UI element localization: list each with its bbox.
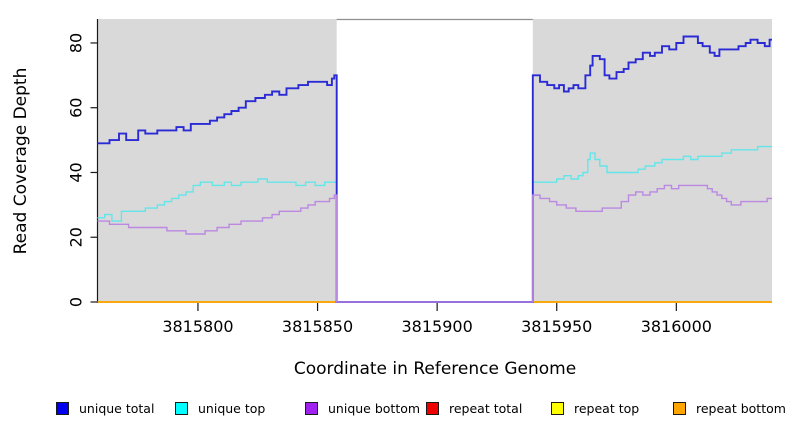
x-tick-label: 3815900 xyxy=(402,317,473,336)
legend: unique total unique top unique bottom repea… xyxy=(0,398,792,422)
legend-label: unique total xyxy=(79,400,155,416)
series-unique-total xyxy=(97,35,772,303)
x-axis-label: Coordinate in Reference Genome xyxy=(293,359,577,379)
legend-swatch-repeat-total xyxy=(426,401,439,415)
legend-label: repeat top xyxy=(574,400,640,416)
x-tick-label: 3815800 xyxy=(162,317,233,336)
legend-item-unique-total: unique total xyxy=(56,398,154,418)
x-tick-label: 3815850 xyxy=(282,317,353,336)
legend-swatch-unique-bottom xyxy=(305,401,318,415)
legend-swatch-repeat-bottom xyxy=(673,401,686,415)
legend-swatch-unique-total xyxy=(56,401,69,415)
legend-label: unique top xyxy=(198,400,266,416)
legend-swatch-repeat-top xyxy=(551,401,564,415)
y-tick-label: 20 xyxy=(67,227,86,247)
legend-item-repeat-total: repeat total xyxy=(426,398,522,418)
series-unique-bottom xyxy=(97,184,772,303)
legend-swatch-unique-top xyxy=(175,401,188,415)
x-tick-label: 3815950 xyxy=(521,317,592,336)
legend-item-repeat-top: repeat top xyxy=(551,398,639,418)
y-tick-label: 60 xyxy=(67,98,86,118)
legend-label: repeat bottom xyxy=(696,400,786,416)
legend-label: repeat total xyxy=(449,400,523,416)
legend-item-unique-top: unique top xyxy=(175,398,265,418)
zero-coverage-gap xyxy=(336,19,533,303)
y-axis-label: Read Coverage Depth xyxy=(11,67,31,255)
legend-item-unique-bottom: unique bottom xyxy=(305,398,420,418)
y-tick-label: 80 xyxy=(67,33,86,53)
legend-item-repeat-bottom: repeat bottom xyxy=(673,398,786,418)
legend-label: unique bottom xyxy=(328,400,421,416)
y-tick-label: 40 xyxy=(67,162,86,182)
y-tick-label: 0 xyxy=(67,297,86,307)
x-tick-label: 3816000 xyxy=(641,317,712,336)
